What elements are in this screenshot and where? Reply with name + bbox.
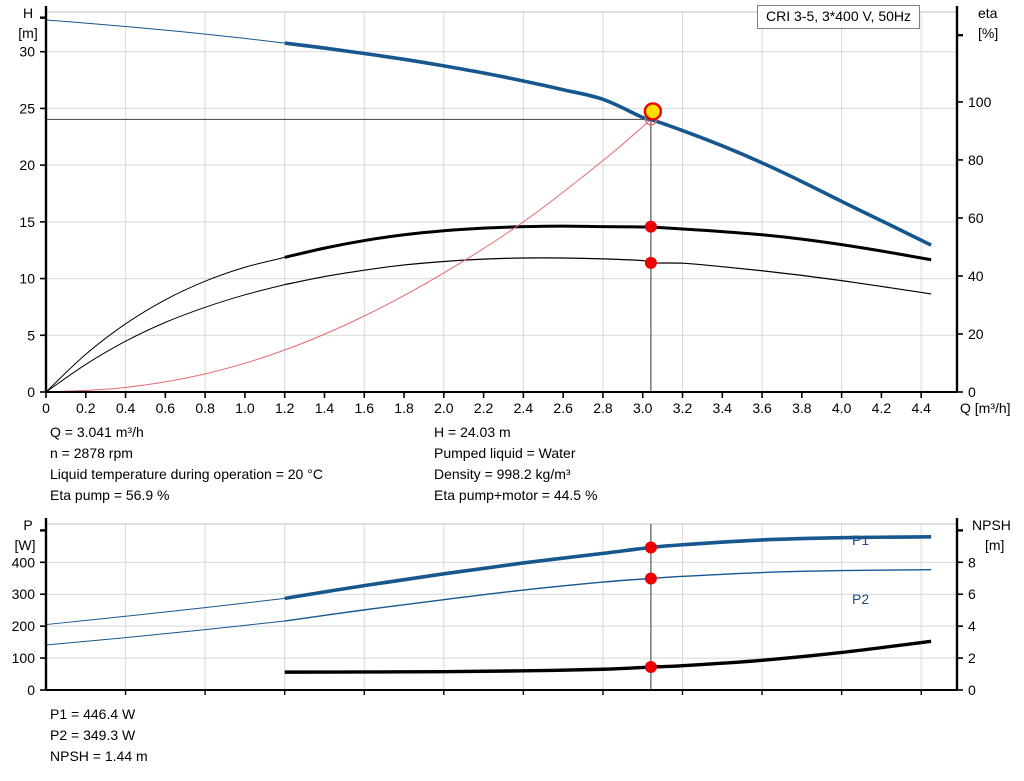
y-axis-tick-label: 15 — [19, 214, 35, 230]
curve-eta-pump-extended — [45, 256, 285, 393]
model-designation-box: CRI 3-5, 3*400 V, 50Hz — [757, 5, 921, 29]
info-npsh: NPSH = 1.44 m — [50, 748, 148, 764]
x-axis-tick-label: 2.4 — [514, 400, 534, 416]
x-axis-tick-label: 2.0 — [434, 400, 454, 416]
power-info: P1 = 446.4 W P2 = 349.3 W NPSH = 1.44 m — [50, 704, 148, 767]
duty-point-p2-marker[interactable] — [644, 572, 657, 585]
x-axis-tick-label: 2.6 — [553, 400, 573, 416]
x-axis-tick-label: 0.8 — [195, 400, 215, 416]
y-axis-tick-label: 100 — [12, 650, 36, 666]
info-eta-pump: Eta pump = 56.9 % — [50, 487, 170, 503]
y2-axis-title: eta — [978, 5, 998, 21]
x-axis-title: Q [m³/h] — [960, 400, 1011, 416]
curve-p1 — [284, 534, 932, 601]
curve-head-extended — [45, 19, 285, 44]
x-axis-tick-label: 0.4 — [116, 400, 136, 416]
y2-axis-tick-label: 8 — [968, 554, 976, 570]
curve-head — [284, 41, 932, 247]
info-liquid-temperature: Liquid temperature during operation = 20… — [50, 466, 323, 482]
info-pumped-liquid: Pumped liquid = Water — [434, 445, 576, 461]
info-q: Q = 3.041 m³/h — [50, 424, 144, 440]
x-axis-tick-label: 4.2 — [872, 400, 892, 416]
y-axis-tick-label: 0 — [27, 384, 35, 400]
y2-axis-tick-label: 40 — [968, 268, 984, 284]
x-axis-tick-label: 2.8 — [593, 400, 613, 416]
curve-p1-extended — [45, 597, 285, 626]
info-h: H = 24.03 m — [434, 424, 511, 440]
duty-point-eta-pump-motor-marker[interactable] — [644, 256, 657, 269]
y2-axis-tick-label: 100 — [968, 94, 992, 110]
curve-p2-extended — [45, 620, 285, 646]
y-axis-tick-label: 5 — [27, 327, 35, 343]
curve-system-locus — [45, 119, 652, 393]
y-axis-tick-label: 30 — [19, 44, 35, 60]
curve-label-p2: P2 — [852, 591, 869, 607]
y-axis-title: H — [23, 5, 33, 21]
duty-point-npsh-marker[interactable] — [644, 661, 657, 674]
head-efficiency-chart: 0 5 10 15 20 25 30 0 20 40 60 80 100 0 0.2 0.4 0.6 0.8 1.0… — [18, 5, 1011, 416]
y2-axis-tick-label: 80 — [968, 152, 984, 168]
info-density: Density = 998.2 kg/m³ — [434, 466, 571, 482]
y2-axis-tick-label: 4 — [968, 618, 976, 634]
y-axis-title: P — [23, 517, 32, 533]
duty-point-p1-marker[interactable] — [644, 541, 657, 554]
x-axis-tick-label: 1.8 — [394, 400, 414, 416]
x-axis-tick-label: 1.6 — [355, 400, 375, 416]
curve-eta-pump-motor-extended — [45, 284, 285, 393]
y-axis-tick-label: 400 — [12, 554, 36, 570]
x-axis-tick-label: 3.6 — [752, 400, 772, 416]
operating-info-left: Q = 3.041 m³/h n = 2878 rpm Liquid tempe… — [50, 422, 323, 506]
y-axis-tick-label: 10 — [19, 271, 35, 287]
x-axis-tick-label: 0 — [42, 400, 50, 416]
y-axis-unit: [W] — [15, 537, 36, 553]
x-axis-tick-label: 3.8 — [792, 400, 812, 416]
y2-axis-tick-label: 20 — [968, 326, 984, 342]
y-axis-tick-label: 0 — [27, 682, 35, 698]
duty-point-eta-pump-marker[interactable] — [644, 220, 657, 233]
x-axis-tick-label: 0.2 — [76, 400, 96, 416]
x-axis-tick-label: 4.4 — [911, 400, 931, 416]
x-axis-tick-label: 3.2 — [673, 400, 693, 416]
x-axis-tick-label: 1.2 — [275, 400, 295, 416]
curve-label-p1: P1 — [852, 532, 869, 548]
curve-eta-pump — [284, 224, 932, 262]
power-npsh-chart: 0 100 200 300 400 0 2 4 6 8 P [W] NPSH [m] P1 P2 — [12, 517, 1011, 698]
y-axis-tick-label: 200 — [12, 618, 36, 634]
operating-info-right: H = 24.03 m Pumped liquid = Water Densit… — [434, 422, 597, 506]
y2-axis-tick-label: 0 — [968, 384, 976, 400]
info-p2: P2 = 349.3 W — [50, 727, 136, 743]
info-eta-pump-motor: Eta pump+motor = 44.5 % — [434, 487, 598, 503]
x-axis-tick-label: 2.2 — [474, 400, 494, 416]
y-axis-unit: [m] — [18, 25, 37, 41]
y2-axis-tick-label: 0 — [968, 682, 976, 698]
duty-point-marker[interactable] — [643, 102, 663, 121]
y-axis-tick-label: 20 — [19, 157, 35, 173]
x-axis-tick-label: 1.4 — [315, 400, 335, 416]
curve-npsh — [284, 639, 932, 674]
curve-p2 — [284, 568, 932, 622]
model-designation-label: CRI 3-5, 3*400 V, 50Hz — [766, 8, 912, 24]
y2-axis-title: NPSH — [972, 517, 1011, 533]
y2-axis-tick-label: 6 — [968, 586, 976, 602]
x-axis-tick-label: 4.0 — [832, 400, 852, 416]
plot-area — [45, 523, 958, 691]
y2-axis-unit: [m] — [985, 537, 1004, 553]
y2-axis-unit: [%] — [978, 25, 998, 41]
y2-axis-tick-label: 60 — [968, 210, 984, 226]
curve-eta-pump-motor — [284, 257, 932, 295]
x-axis-tick-label: 1.0 — [235, 400, 255, 416]
info-p1: P1 = 446.4 W — [50, 706, 136, 722]
info-n: n = 2878 rpm — [50, 445, 133, 461]
y2-axis-tick-label: 2 — [968, 650, 976, 666]
x-axis-tick-label: 0.6 — [156, 400, 176, 416]
y-axis-tick-label: 25 — [19, 100, 35, 116]
x-axis-tick-label: 3.0 — [633, 400, 653, 416]
x-axis-tick-label: 3.4 — [713, 400, 733, 416]
y-axis-tick-label: 300 — [12, 586, 36, 602]
